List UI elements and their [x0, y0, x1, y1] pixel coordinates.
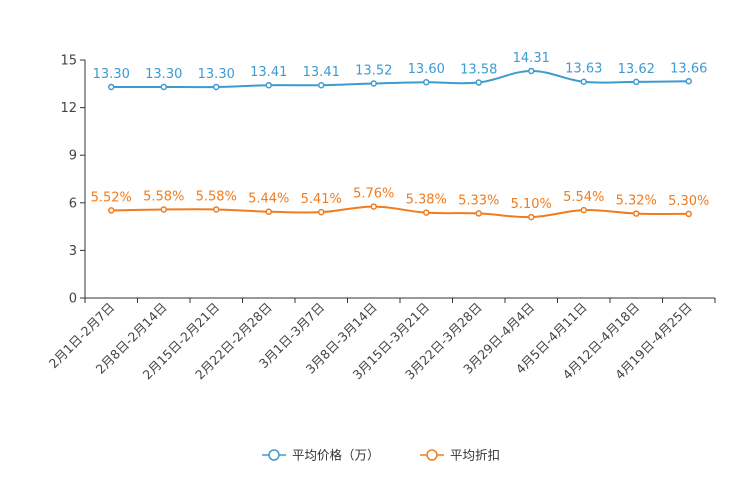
- data-point[interactable]: [318, 208, 325, 216]
- data-label: 5.41%: [301, 192, 342, 207]
- data-point[interactable]: [423, 209, 430, 216]
- data-point[interactable]: [160, 83, 167, 91]
- data-label: 5.76%: [353, 187, 394, 202]
- data-label: 5.58%: [143, 189, 184, 204]
- y-tick-label: 15: [60, 54, 77, 69]
- legend[interactable]: 平均价格（万） 平均折扣: [262, 448, 500, 463]
- data-label: 5.44%: [248, 192, 289, 207]
- data-point[interactable]: [108, 207, 115, 214]
- y-tick-label: 0: [69, 292, 77, 307]
- data-label: 5.30%: [668, 194, 709, 209]
- data-label: 13.41: [303, 65, 340, 80]
- data-label: 13.63: [565, 62, 602, 77]
- data-label: 13.58: [460, 63, 497, 78]
- legend-marker-icon: [426, 449, 438, 461]
- legend-label: 平均折扣: [450, 448, 500, 463]
- legend-label: 平均价格（万）: [292, 448, 380, 463]
- data-label: 5.10%: [511, 197, 552, 212]
- series-layer: 13.30 13.30 13.30 13.41 13.41 13.52 13.60 13.58…: [91, 51, 709, 221]
- data-point[interactable]: [318, 81, 325, 89]
- data-point[interactable]: [633, 210, 640, 217]
- data-label: 14.31: [513, 51, 550, 66]
- data-point[interactable]: [685, 78, 692, 85]
- data-label: 13.52: [355, 63, 392, 78]
- data-label: 13.60: [408, 62, 445, 77]
- data-point[interactable]: [685, 210, 692, 218]
- legend-marker-icon: [268, 449, 280, 461]
- data-label: 5.32%: [616, 194, 657, 209]
- legend-item-1[interactable]: 平均价格（万）: [262, 448, 380, 463]
- y-tick-label: 9: [69, 149, 77, 164]
- data-point[interactable]: [528, 67, 535, 75]
- series-2: 5.52% 5.58% 5.58% 5.44% 5.41% 5.76% 5.38% 5.33%…: [91, 187, 709, 221]
- data-point[interactable]: [160, 206, 167, 213]
- series-line: [111, 69, 689, 89]
- data-point[interactable]: [633, 78, 640, 86]
- y-tick-label: 6: [69, 196, 77, 211]
- data-label: 13.41: [250, 65, 287, 80]
- y-tick-label: 12: [60, 101, 77, 116]
- axes: 036912152月1日-2月7日2月8日-2月14日2月15日-2月21日2月…: [46, 54, 716, 382]
- data-label: 5.52%: [91, 190, 132, 205]
- data-point[interactable]: [213, 83, 220, 91]
- data-point[interactable]: [108, 83, 115, 91]
- data-label: 13.62: [618, 62, 655, 77]
- y-tick-label: 3: [69, 244, 77, 259]
- data-point[interactable]: [580, 206, 587, 214]
- data-point[interactable]: [475, 210, 482, 217]
- data-point[interactable]: [423, 78, 430, 86]
- legend-item-2[interactable]: 平均折扣: [420, 448, 500, 463]
- data-point[interactable]: [265, 208, 272, 215]
- data-label: 13.66: [670, 61, 707, 76]
- data-label: 13.30: [93, 67, 130, 82]
- data-point[interactable]: [475, 79, 482, 86]
- data-label: 5.38%: [406, 193, 447, 208]
- series-line: [111, 205, 689, 219]
- data-point[interactable]: [265, 81, 272, 89]
- data-point[interactable]: [370, 80, 377, 87]
- data-label: 5.54%: [563, 190, 604, 205]
- data-label: 13.30: [145, 67, 182, 82]
- data-label: 5.33%: [458, 193, 499, 208]
- series-1: 13.30 13.30 13.30 13.41 13.41 13.52 13.60 13.58…: [93, 51, 707, 91]
- data-point[interactable]: [213, 206, 220, 213]
- data-label: 5.58%: [196, 189, 237, 204]
- data-label: 13.30: [198, 67, 235, 82]
- data-point[interactable]: [528, 213, 535, 221]
- data-point[interactable]: [580, 78, 587, 85]
- data-point[interactable]: [370, 203, 377, 210]
